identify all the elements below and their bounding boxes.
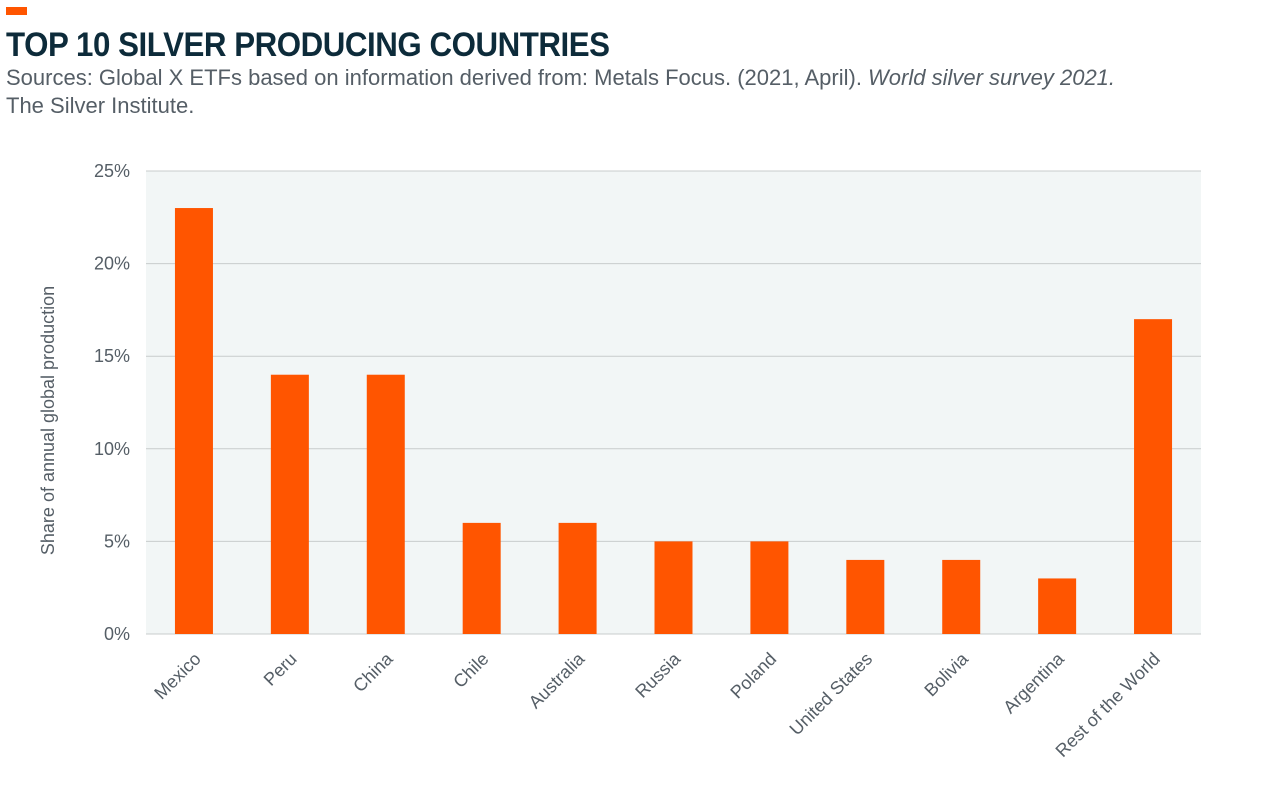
bar	[942, 559, 981, 634]
x-tick-label: Peru	[260, 649, 301, 690]
x-tick-label: Argentina	[999, 648, 1068, 717]
source-italic-text: World silver survey 2021.	[868, 65, 1116, 90]
bar	[174, 208, 213, 635]
x-tick-label: Australia	[525, 648, 589, 712]
x-axis-labels: Mexico Peru China Chile Australia Russia Polan…	[150, 648, 1164, 761]
source-text-line2: The Silver Institute.	[6, 93, 195, 118]
gridlines	[146, 170, 1201, 635]
bar	[654, 541, 693, 634]
bar	[366, 374, 405, 634]
y-tick-label: 15%	[94, 346, 130, 366]
bar	[1134, 319, 1173, 634]
y-tick-label: 20%	[94, 254, 130, 274]
bar	[270, 374, 309, 634]
y-tick-label: 5%	[104, 531, 130, 551]
source-text: Sources: Global X ETFs based on informat…	[6, 65, 869, 90]
x-tick-label: Mexico	[150, 649, 204, 703]
x-tick-label: United States	[786, 649, 877, 740]
x-tick-label: Russia	[631, 648, 685, 702]
bars	[174, 208, 1173, 635]
x-tick-label: Rest of the World	[1052, 649, 1164, 761]
accent-bar	[6, 7, 27, 15]
bar	[558, 522, 597, 634]
y-tick-label: 25%	[94, 161, 130, 181]
x-tick-label: Poland	[726, 649, 780, 703]
y-axis-ticks: 0% 5% 10% 15% 20% 25%	[94, 161, 130, 644]
bar	[846, 559, 885, 634]
y-axis-title: Share of annual global production	[38, 286, 58, 555]
chart-source: Sources: Global X ETFs based on informat…	[6, 64, 1266, 120]
bar	[750, 541, 789, 634]
x-tick-label: Bolivia	[920, 648, 972, 700]
chart-title: TOP 10 SILVER PRODUCING COUNTRIES	[6, 26, 610, 64]
x-tick-label: Chile	[449, 649, 492, 692]
bar	[1038, 578, 1077, 634]
x-tick-label: China	[349, 648, 397, 696]
y-tick-label: 0%	[104, 624, 130, 644]
bar	[462, 522, 501, 634]
y-tick-label: 10%	[94, 439, 130, 459]
